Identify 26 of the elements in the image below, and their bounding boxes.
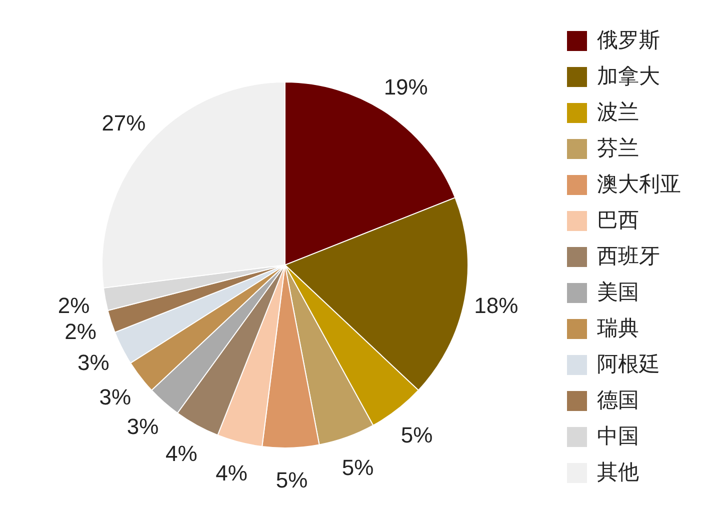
legend-label: 波兰 xyxy=(597,101,639,124)
legend-label: 其他 xyxy=(597,461,639,484)
data-label: 3% xyxy=(99,384,132,410)
data-label: 19% xyxy=(384,74,428,100)
data-label: 2% xyxy=(64,318,96,344)
legend-label: 瑞典 xyxy=(597,317,639,340)
legend-label: 德国 xyxy=(597,389,639,412)
legend-label: 中国 xyxy=(597,425,639,448)
legend-label: 芬兰 xyxy=(597,137,639,160)
data-label: 5% xyxy=(276,467,308,492)
data-label: 5% xyxy=(342,454,374,480)
data-label: 3% xyxy=(78,350,110,376)
data-label: 4% xyxy=(166,440,198,466)
data-label: 3% xyxy=(126,414,159,439)
legend-label: 西班牙 xyxy=(597,245,660,268)
legend-label: 俄罗斯 xyxy=(597,29,660,52)
legend-label: 澳大利亚 xyxy=(597,173,681,196)
legend-label: 美国 xyxy=(597,281,639,304)
data-label: 4% xyxy=(216,460,248,486)
data-label: 18% xyxy=(474,292,518,318)
data-label: 2% xyxy=(58,292,90,318)
data-label: 27% xyxy=(102,110,146,136)
legend-label: 加拿大 xyxy=(597,65,660,88)
data-label: 5% xyxy=(400,422,433,448)
legend-label: 巴西 xyxy=(597,209,639,232)
legend-label: 阿根廷 xyxy=(597,353,660,376)
